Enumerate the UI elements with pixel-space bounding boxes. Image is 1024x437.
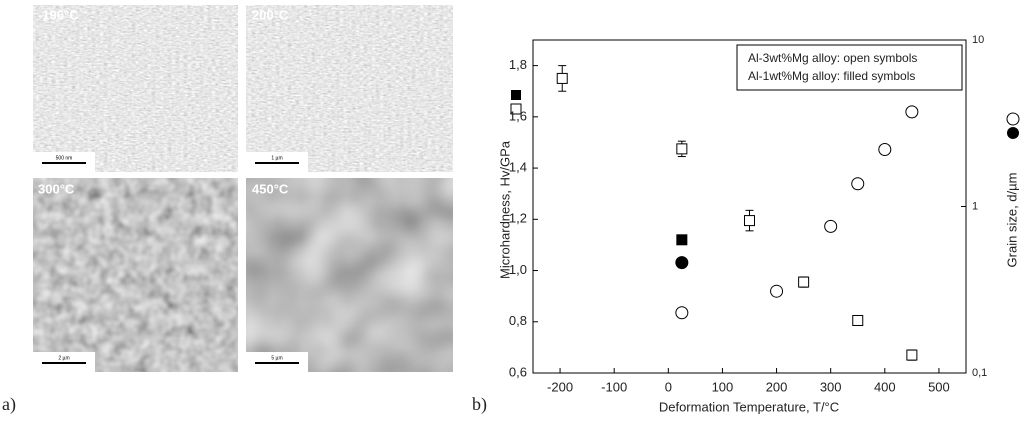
micrograph-label: 450°C [252, 181, 289, 196]
y-tick-label: 1,6 [509, 108, 527, 123]
y-tick-label: 1,2 [509, 211, 527, 226]
micrograph-label: 300°C [38, 181, 75, 196]
y-tick-label: 0,8 [509, 313, 527, 328]
marker [798, 276, 810, 288]
x-axis-label: Deformation Temperature, T/°C [659, 399, 839, 414]
marker [744, 215, 755, 227]
marker [824, 219, 838, 233]
marker [852, 314, 864, 326]
marker [851, 177, 865, 191]
y2-tick-label: 10 [972, 34, 984, 46]
axis-symbol [511, 90, 521, 100]
axis-symbol [1006, 112, 1020, 126]
x-tick-label: 400 [874, 379, 896, 394]
marker [675, 256, 689, 270]
x-tick-label: 100 [712, 379, 734, 394]
micrograph-label: -196°C [38, 7, 79, 22]
y-tick-label: 1,4 [509, 160, 527, 175]
marker [676, 234, 688, 246]
y-tick-label: 0,6 [509, 364, 527, 379]
y2-tick-label: 0,1 [972, 367, 987, 379]
y-axis-label: Microhardness, Hv/GPa [497, 140, 512, 279]
marker [770, 284, 784, 298]
micrograph [246, 178, 453, 372]
x-tick-label: 200 [766, 379, 788, 394]
y2-tick-label: 1 [972, 200, 978, 212]
legend-box [736, 44, 963, 91]
micrographs: -196°C 200°C 300°C 450°C 500 nm 1 µm 2 µ… [33, 5, 453, 372]
legend-text: Al-3wt%Mg alloy: open symbols [748, 51, 917, 65]
panel-label: b) [472, 394, 487, 415]
scale-label: 1 µm [271, 155, 282, 161]
scale-label: 5 µm [271, 355, 282, 361]
y-tick-label: 1,8 [509, 57, 527, 72]
panel-label: a) [2, 394, 16, 415]
x-tick-label: 500 [928, 379, 950, 394]
y2-axis-label: Grain size, d/µm [1004, 173, 1019, 268]
axis-symbol [510, 103, 522, 115]
x-tick-label: 0 [665, 379, 672, 394]
marker [905, 105, 919, 119]
scale-label: 2 µm [58, 355, 69, 361]
scale-label: 500 nm [56, 155, 73, 161]
micrograph [33, 178, 238, 372]
micrograph [246, 5, 453, 172]
x-tick-label: 300 [820, 379, 842, 394]
marker [878, 142, 892, 156]
marker [675, 306, 689, 320]
x-tick-label: -200 [547, 379, 573, 394]
x-tick-label: -100 [601, 379, 627, 394]
y-tick-label: 1,0 [509, 262, 527, 277]
marker [906, 349, 918, 361]
micrograph-label: 200°C [252, 7, 289, 22]
axis-symbol [1007, 127, 1019, 139]
legend-text: Al-1wt%Mg alloy: filled symbols [748, 69, 915, 83]
marker [676, 143, 688, 155]
marker [556, 72, 568, 84]
micrograph [33, 5, 238, 172]
